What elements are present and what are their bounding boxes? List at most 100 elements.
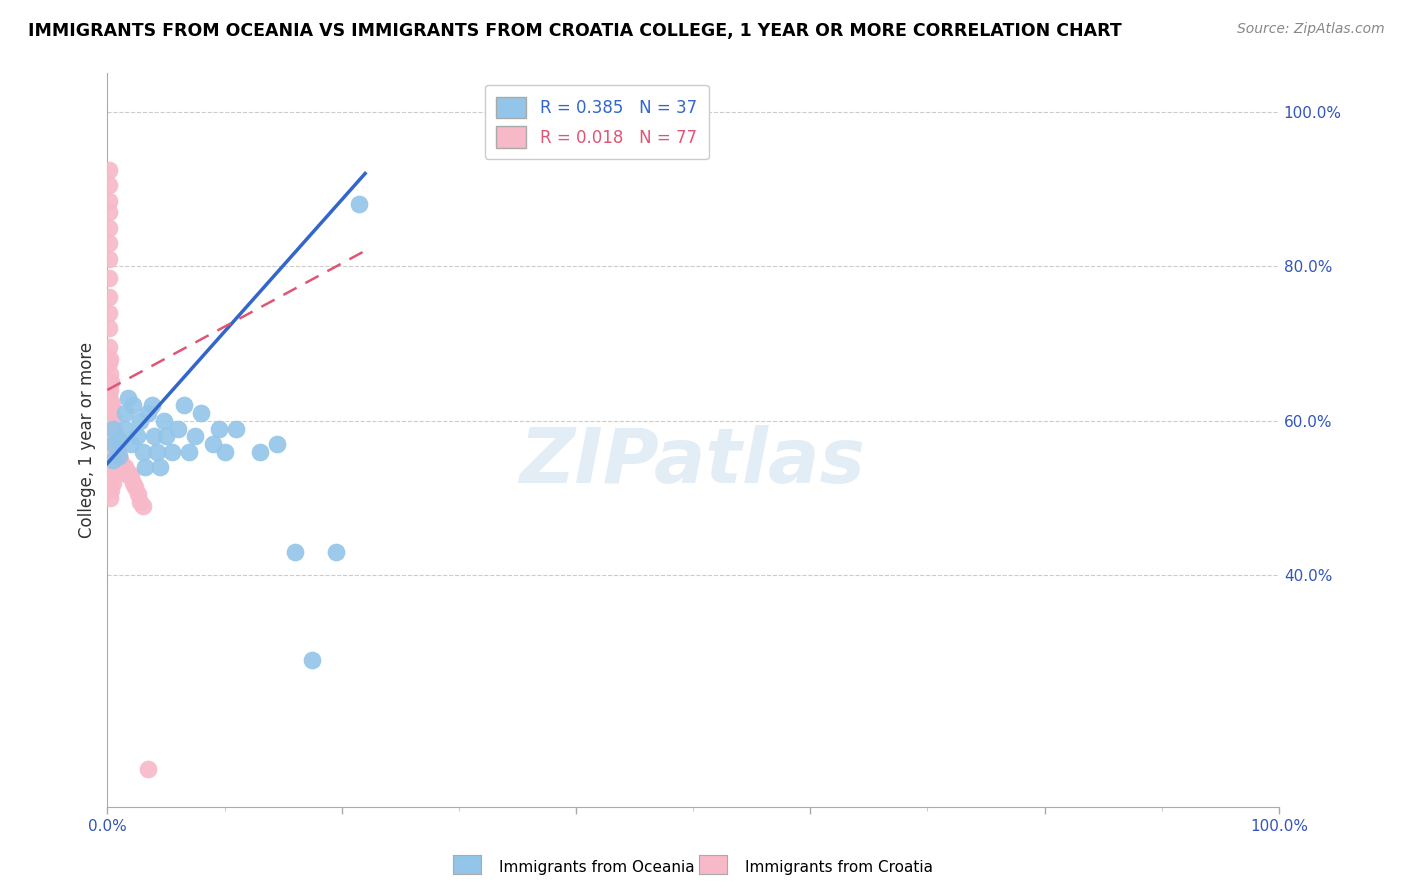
Point	[107, 460, 129, 475]
Point	[97, 356, 120, 370]
Point	[184, 429, 207, 443]
Point	[98, 429, 121, 443]
Point	[100, 375, 122, 389]
Point	[97, 467, 120, 482]
Point	[349, 197, 371, 211]
Point	[98, 460, 121, 475]
Point	[101, 449, 124, 463]
Point	[129, 414, 152, 428]
Point	[152, 414, 174, 428]
Point	[110, 456, 132, 470]
Point	[97, 194, 120, 208]
Text: Source: ZipAtlas.com: Source: ZipAtlas.com	[1237, 22, 1385, 37]
Y-axis label: College, 1 year or more: College, 1 year or more	[79, 343, 96, 538]
Point	[104, 452, 127, 467]
Point	[97, 479, 120, 493]
Point	[129, 495, 152, 509]
Point	[97, 340, 120, 354]
Point	[98, 398, 121, 412]
Point	[125, 429, 148, 443]
Point	[138, 406, 160, 420]
Point	[108, 464, 131, 478]
Point	[166, 421, 188, 435]
Point	[98, 414, 121, 428]
Point	[103, 409, 125, 424]
Point	[101, 398, 124, 412]
Point	[124, 479, 146, 493]
Point	[97, 205, 120, 219]
Point	[97, 220, 120, 235]
Point	[101, 433, 124, 447]
Point	[100, 394, 122, 409]
Point	[104, 433, 127, 447]
Point	[101, 467, 124, 482]
Point	[118, 467, 141, 482]
Point	[103, 456, 125, 470]
Point	[111, 460, 134, 475]
Point	[97, 409, 120, 424]
Point	[173, 398, 195, 412]
Point	[214, 444, 236, 458]
Point	[134, 460, 156, 475]
Point	[301, 653, 323, 667]
Point	[97, 375, 120, 389]
Point	[115, 464, 138, 478]
Text: Immigrants from Oceania: Immigrants from Oceania	[499, 860, 695, 874]
Point	[100, 414, 122, 428]
Point	[208, 421, 231, 435]
Point	[131, 444, 153, 458]
Point	[105, 441, 128, 455]
Point	[114, 421, 136, 435]
Point	[114, 406, 136, 420]
Point	[97, 321, 120, 335]
Point	[97, 456, 120, 470]
Point	[190, 406, 212, 420]
Point	[155, 429, 177, 443]
Point	[97, 178, 120, 192]
Point	[100, 452, 122, 467]
Point	[98, 351, 121, 366]
Point	[97, 386, 120, 401]
Point	[98, 368, 121, 382]
Point	[110, 452, 132, 467]
Point	[143, 429, 166, 443]
Point	[107, 444, 129, 458]
Legend: R = 0.385   N = 37, R = 0.018   N = 77: R = 0.385 N = 37, R = 0.018 N = 77	[485, 85, 709, 160]
Point	[117, 467, 139, 482]
Point	[103, 421, 125, 435]
Point	[225, 421, 247, 435]
Point	[127, 487, 149, 501]
Point	[98, 475, 121, 490]
Point	[98, 491, 121, 505]
Point	[97, 305, 120, 319]
Point	[112, 464, 135, 478]
Point	[97, 252, 120, 266]
Point	[97, 290, 120, 304]
Text: ZIPatlas: ZIPatlas	[520, 425, 866, 500]
Point	[266, 437, 288, 451]
Point	[100, 433, 122, 447]
Point	[100, 483, 122, 498]
Point	[103, 441, 125, 455]
Point	[103, 437, 125, 451]
Point	[103, 475, 125, 490]
Point	[117, 464, 139, 478]
Point	[101, 417, 124, 432]
Point	[97, 421, 120, 435]
Point	[103, 444, 125, 458]
Point	[97, 235, 120, 250]
Point	[103, 460, 125, 475]
Point	[98, 444, 121, 458]
Point	[103, 421, 125, 435]
Point	[122, 398, 145, 412]
Point	[97, 444, 120, 458]
Point	[117, 391, 139, 405]
Point	[149, 460, 172, 475]
Point	[120, 437, 142, 451]
Point	[108, 433, 131, 447]
Point	[145, 444, 167, 458]
Point	[98, 383, 121, 397]
Point	[108, 449, 131, 463]
Point	[141, 398, 163, 412]
Point	[249, 444, 271, 458]
